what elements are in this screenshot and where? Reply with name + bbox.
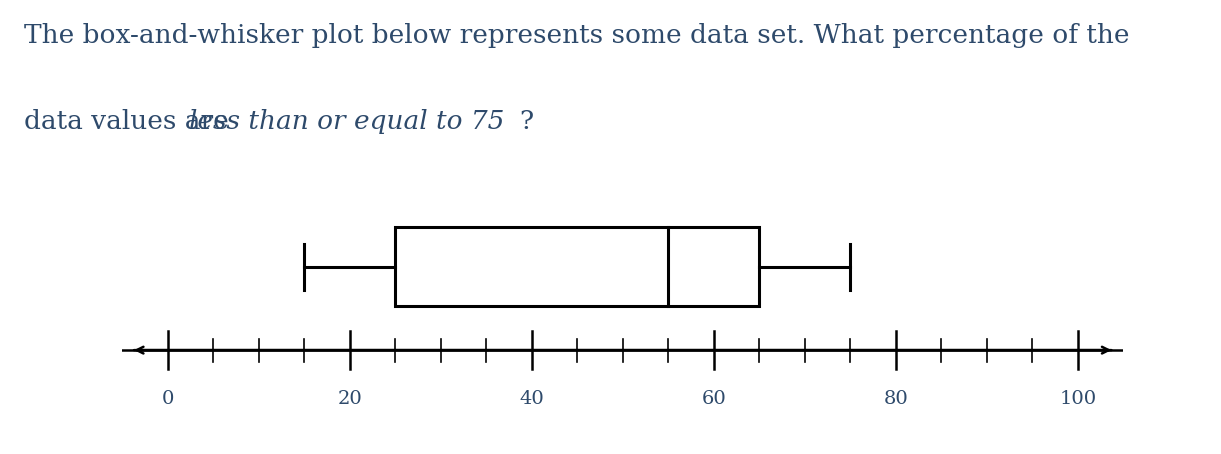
Text: 20: 20 [337,390,361,408]
Text: The box-and-whisker plot below represents some data set. What percentage of the: The box-and-whisker plot below represent… [24,23,1129,48]
Text: 100: 100 [1060,390,1096,408]
Text: less than or equal to 75: less than or equal to 75 [189,109,504,134]
Text: 80: 80 [884,390,908,408]
Text: 0: 0 [161,390,173,408]
Text: ?: ? [519,109,534,134]
Bar [396,227,759,306]
Text: 60: 60 [701,390,726,408]
Text: 40: 40 [519,390,545,408]
Text: data values are: data values are [24,109,238,134]
